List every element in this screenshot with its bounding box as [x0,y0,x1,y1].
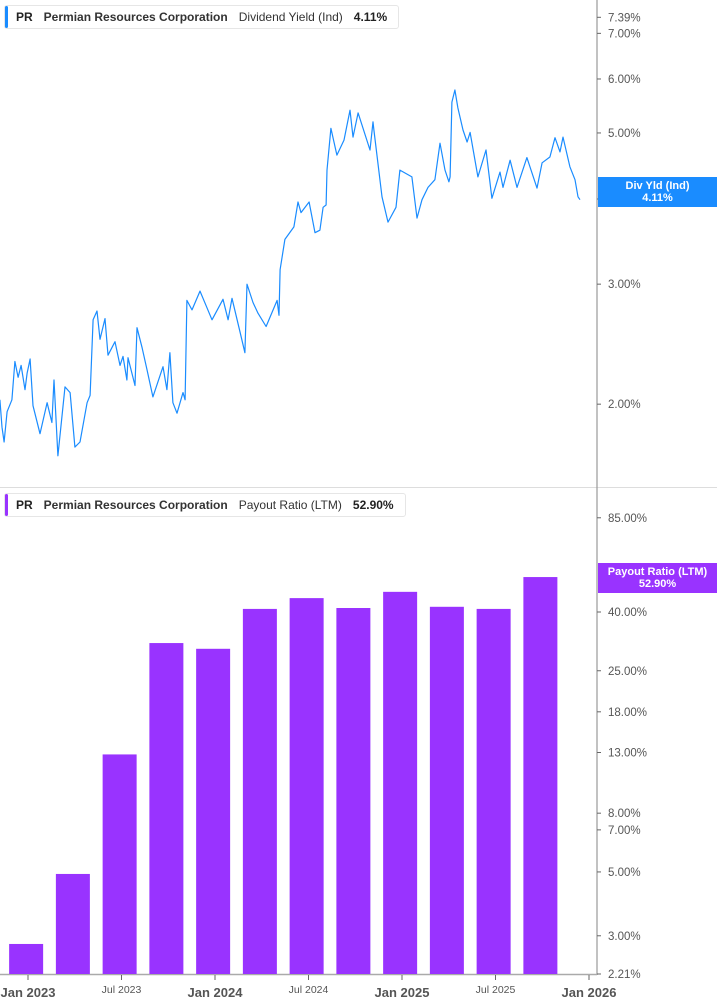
legend-ticker: PR [16,10,33,24]
x-tick-label: Jul 2023 [102,984,142,996]
payout-ratio-bar [149,643,184,974]
top-legend: PR Permian Resources Corporation Dividen… [4,5,400,29]
y-tick-label: 3.00% [608,279,641,291]
payout-ratio-bar [476,608,511,974]
flag-value: 4.11% [642,192,673,204]
payout-ratio-bar [102,754,137,974]
y-tick-label: 25.00% [608,666,647,678]
y-tick-label: 8.00% [608,808,641,820]
flag-value: 52.90% [638,578,677,590]
x-tick-label: Jan 2023 [1,985,56,1000]
y-tick-label: 6.00% [608,74,641,86]
y-tick-label: 5.00% [608,128,641,140]
payout-ratio-bar [242,608,277,974]
y-tick-label: 7.39% [608,12,641,24]
legend-company: Permian Resources Corporation [43,498,228,512]
payout-ratio-bar [523,577,558,974]
payout-ratio-bar [196,648,231,974]
bottom-legend: PR Permian Resources Corporation Payout … [4,493,406,517]
legend-value: 4.11% [353,10,388,24]
y-tick-label: 7.00% [608,28,641,40]
payout-ratio-bar [55,873,90,974]
payout-ratio-value-flag: Payout Ratio (LTM) 52.90% [598,563,717,593]
payout-ratio-bar [289,598,324,974]
payout-ratio-bar [383,591,418,974]
y-tick-label: 5.00% [608,867,641,879]
payout-ratio-bar [336,608,371,974]
legend-ticker: PR [16,498,33,512]
legend-value: 52.90% [352,498,394,512]
flag-label: Payout Ratio (LTM) [607,566,708,578]
payout-ratio-bar [429,606,464,974]
y-tick-label: 13.00% [608,747,647,759]
y-tick-label: 40.00% [608,607,647,619]
series-color-marker [5,494,8,516]
y-tick-label: 7.00% [608,825,641,837]
y-tick-label: 18.00% [608,707,647,719]
x-tick-label: Jan 2026 [562,985,617,1000]
y-tick-label: 3.00% [608,931,641,943]
series-color-marker [5,6,8,28]
div-yield-value-flag: Div Yld (Ind) 4.11% [598,177,717,207]
legend-company: Permian Resources Corporation [43,10,228,24]
y-tick-label: 2.21% [608,969,641,981]
payout-ratio-bar [9,943,44,974]
x-tick-label: Jan 2025 [375,985,430,1000]
legend-metric: Dividend Yield (Ind) [238,10,343,24]
flag-label: Div Yld (Ind) [625,180,690,192]
dividend-yield-line [0,89,581,457]
x-tick-label: Jul 2024 [289,984,329,996]
x-tick-label: Jan 2024 [188,985,244,1000]
y-tick-label: 85.00% [608,513,647,525]
x-tick-label: Jul 2025 [476,984,516,996]
y-tick-label: 2.00% [608,399,641,411]
legend-metric: Payout Ratio (LTM) [238,498,342,512]
